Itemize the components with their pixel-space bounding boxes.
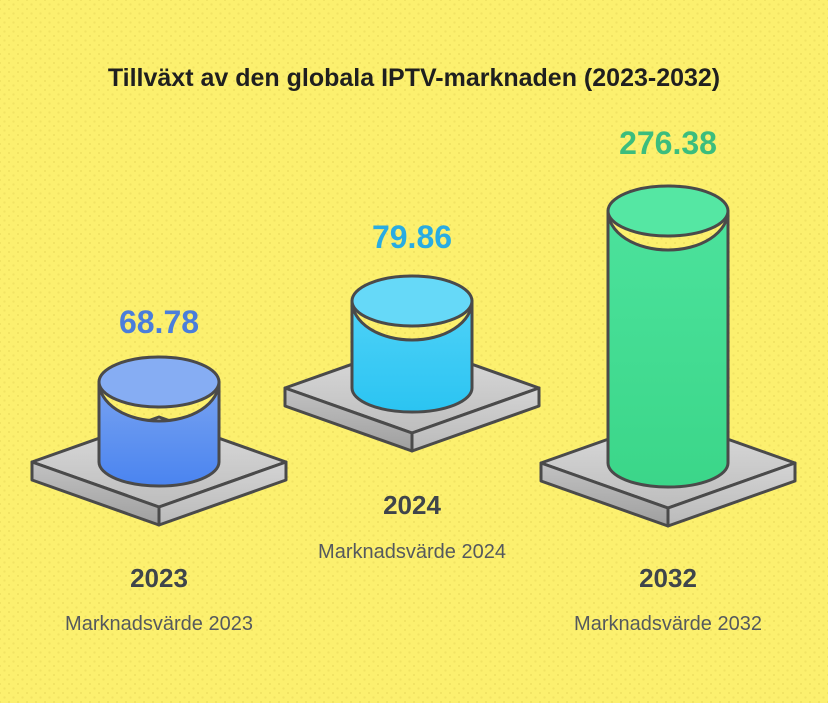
sublabel-2023: Marknadsvärde 2023 bbox=[65, 613, 253, 635]
cylinder-cap-2024 bbox=[350, 274, 474, 328]
category-label-2024: 2024 bbox=[383, 490, 441, 520]
platform-right-2023 bbox=[157, 460, 288, 527]
bar-group-2032: 276.38 2032 Marknadsvärde 2032 bbox=[539, 125, 797, 635]
cylinder-cap-2032 bbox=[606, 184, 730, 238]
platform-right-2032 bbox=[666, 461, 797, 528]
value-label-2032: 276.38 bbox=[619, 125, 717, 161]
sublabel-2024: Marknadsvärde 2024 bbox=[318, 541, 506, 563]
sublabel-2032: Marknadsvärde 2032 bbox=[574, 613, 762, 635]
category-label-2032: 2032 bbox=[639, 563, 697, 593]
category-label-2023: 2023 bbox=[130, 563, 188, 593]
cylinder-cap-2023 bbox=[97, 355, 221, 409]
value-label-2023: 68.78 bbox=[119, 304, 199, 340]
cylinder-body-2023 bbox=[97, 380, 221, 488]
cylinder-body-2032 bbox=[606, 209, 730, 489]
chart-title: Tillväxt av den globala IPTV-marknaden (… bbox=[108, 64, 720, 92]
platform-right-2024 bbox=[410, 386, 541, 453]
cylinder-body-2024 bbox=[350, 299, 474, 414]
bar-group-2023: 68.78 2023 Marknadsvärde 2023 bbox=[30, 304, 288, 635]
value-label-2024: 79.86 bbox=[372, 219, 452, 255]
bar-group-2024: 79.86 2024 Marknadsvärde 2024 bbox=[283, 219, 541, 563]
